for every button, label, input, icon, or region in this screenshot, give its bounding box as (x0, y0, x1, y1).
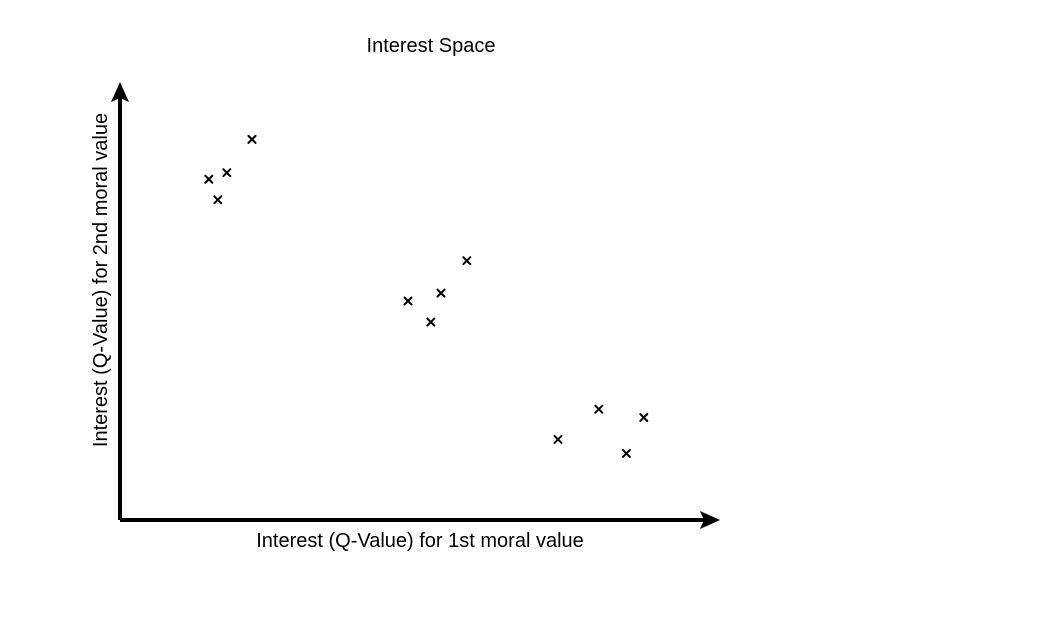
data-point-x-marker (594, 404, 604, 414)
x-axis-label: Interest (Q-Value) for 1st moral value (256, 530, 584, 552)
data-point-x-marker (553, 434, 563, 444)
data-point-x-marker (639, 413, 649, 423)
data-point-x-marker (213, 195, 223, 205)
chart-title: Interest Space (367, 35, 496, 57)
data-point-x-marker (204, 174, 214, 184)
data-point-x-marker (426, 317, 436, 327)
data-markers (204, 134, 649, 458)
data-point-x-marker (621, 448, 631, 458)
y-axis-arrowhead (111, 82, 129, 102)
data-point-x-marker (222, 168, 232, 178)
data-point-x-marker (436, 288, 446, 298)
data-point-x-marker (403, 296, 413, 306)
x-axis-arrowhead (700, 511, 720, 529)
data-point-x-marker (462, 256, 472, 266)
data-point-x-marker (247, 134, 257, 144)
y-axis-label: Interest (Q-Value) for 2nd moral value (90, 113, 112, 447)
